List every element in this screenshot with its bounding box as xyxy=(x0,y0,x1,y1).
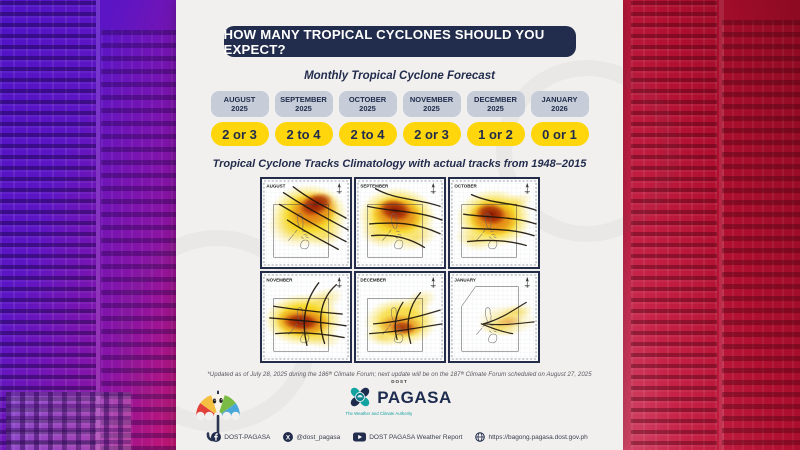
month-pill: AUGUST 2025 xyxy=(210,91,269,117)
youtube-label: DOST PAGASA Weather Report xyxy=(369,433,463,441)
month-pill: DECEMBER 2025 xyxy=(466,91,525,117)
city-backdrop-right xyxy=(623,0,800,450)
building-silhouette xyxy=(631,0,717,450)
cyclone-track-lines xyxy=(460,193,537,247)
building-gap xyxy=(96,0,100,450)
forecast-value-pill: 2 to 4 xyxy=(274,122,333,146)
forecast-value-pill: 2 or 3 xyxy=(210,122,269,146)
facebook-link[interactable]: DOST-PAGASA xyxy=(211,432,270,442)
footer: DOST PAGASA The Weather and Climate Au xyxy=(176,379,623,450)
infographic-card: HOW MANY TROPICAL CYCLONES SHOULD YOU EX… xyxy=(116,0,678,450)
dost-label: DOST xyxy=(391,379,408,384)
cyclone-track-lines xyxy=(278,186,349,251)
forecast-column: AUGUST 2025 2 or 3 xyxy=(210,91,269,146)
heatmap xyxy=(454,188,533,252)
youtube-link[interactable]: DOST PAGASA Weather Report xyxy=(353,432,462,442)
monthly-forecast-row: AUGUST 2025 2 or 3 SEPTEMBER 2025 2 to 4… xyxy=(176,91,623,146)
forecast-column: DECEMBER 2025 1 or 2 xyxy=(466,91,525,146)
forecast-value-pill: 2 or 3 xyxy=(402,122,461,146)
svg-text:X: X xyxy=(286,434,291,441)
forecast-value-pill: 2 to 4 xyxy=(338,122,397,146)
month-label: AUGUST xyxy=(223,94,256,104)
building-gap xyxy=(719,0,724,450)
cyclone-track-lines xyxy=(268,282,347,347)
map-label: DECEMBER xyxy=(360,277,386,282)
month-label: NOVEMBER xyxy=(409,94,454,104)
domain-box xyxy=(366,204,423,258)
map-label: OCTOBER xyxy=(454,183,477,188)
map-label: JANUARY xyxy=(454,277,476,282)
year-label: 2026 xyxy=(551,104,568,113)
month-label: JANUARY xyxy=(541,94,578,104)
track-map-october: OCTOBER xyxy=(447,177,540,269)
track-map-august: AUGUST xyxy=(259,177,352,269)
website-label: https://bagong.pagasa.dost.gov.ph xyxy=(488,433,588,441)
x-label: @dost_pagasa xyxy=(296,433,341,441)
forecast-value-pill: 1 or 2 xyxy=(466,122,525,146)
year-label: 2025 xyxy=(359,104,376,113)
pagasa-tagline: The Weather and Climate Authority xyxy=(345,411,413,416)
month-pill: NOVEMBER 2025 xyxy=(402,91,461,117)
cyclone-track-lines xyxy=(368,291,443,345)
forecast-column: JANUARY 2026 0 or 1 xyxy=(530,91,589,146)
map-label: SEPTEMBER xyxy=(360,183,389,188)
track-maps-grid: AUGUST xyxy=(259,177,541,363)
month-pill: OCTOBER 2025 xyxy=(338,91,397,117)
domain-box xyxy=(366,298,423,352)
month-label: OCTOBER xyxy=(348,94,387,104)
map-label: AUGUST xyxy=(266,183,285,188)
pagasa-pinwheel-icon xyxy=(351,387,370,407)
x-link[interactable]: X @dost_pagasa xyxy=(283,432,340,442)
cyclone-track-lines xyxy=(480,301,535,335)
facebook-label: DOST-PAGASA xyxy=(224,433,271,441)
track-map-november: NOVEMBER xyxy=(259,271,352,363)
forecast-value-pill: 0 or 1 xyxy=(530,122,589,146)
forecast-column: OCTOBER 2025 2 to 4 xyxy=(338,91,397,146)
cyclone-track-lines xyxy=(366,188,443,249)
forecast-subtitle: Monthly Tropical Cyclone Forecast xyxy=(304,70,495,82)
year-label: 2025 xyxy=(231,104,248,113)
month-label: SEPTEMBER xyxy=(280,94,327,104)
forecast-column: SEPTEMBER 2025 2 to 4 xyxy=(274,91,333,146)
page-title: HOW MANY TROPICAL CYCLONES SHOULD YOU EX… xyxy=(223,26,545,57)
building-silhouette xyxy=(6,392,131,450)
building-silhouette xyxy=(0,0,96,450)
year-label: 2025 xyxy=(487,104,504,113)
tracks-climatology-title: Tropical Cyclone Tracks Climatology with… xyxy=(212,158,587,170)
year-label: 2025 xyxy=(295,104,312,113)
month-pill: SEPTEMBER 2025 xyxy=(274,91,333,117)
year-label: 2025 xyxy=(423,104,440,113)
youtube-icon xyxy=(353,432,367,442)
update-footnote: *Updated as of July 28, 2025 during the … xyxy=(207,372,592,378)
domain-box xyxy=(460,286,519,352)
month-label: DECEMBER xyxy=(474,94,517,104)
building-silhouette xyxy=(722,20,800,450)
x-icon: X xyxy=(283,432,294,442)
website-link[interactable]: https://bagong.pagasa.dost.gov.ph xyxy=(475,432,588,442)
domain-box xyxy=(272,298,329,352)
pagasa-logo: DOST PAGASA The Weather and Climate Au xyxy=(310,379,490,416)
map-label: NOVEMBER xyxy=(266,277,293,282)
header-banner: HOW MANY TROPICAL CYCLONES SHOULD YOU EX… xyxy=(223,26,576,57)
track-map-december: DECEMBER xyxy=(353,271,446,363)
month-pill: JANUARY 2026 xyxy=(530,91,589,117)
social-links-row: DOST-PAGASA X @dost_pagasa DOST PAGASA W… xyxy=(176,432,623,442)
city-backdrop-left xyxy=(0,0,176,450)
track-map-january: JANUARY xyxy=(447,271,540,363)
track-map-september: SEPTEMBER xyxy=(353,177,446,269)
forecast-column: NOVEMBER 2025 2 or 3 xyxy=(402,91,461,146)
globe-icon xyxy=(475,432,486,442)
pagasa-name: PAGASA xyxy=(377,387,452,407)
facebook-icon xyxy=(211,432,222,442)
